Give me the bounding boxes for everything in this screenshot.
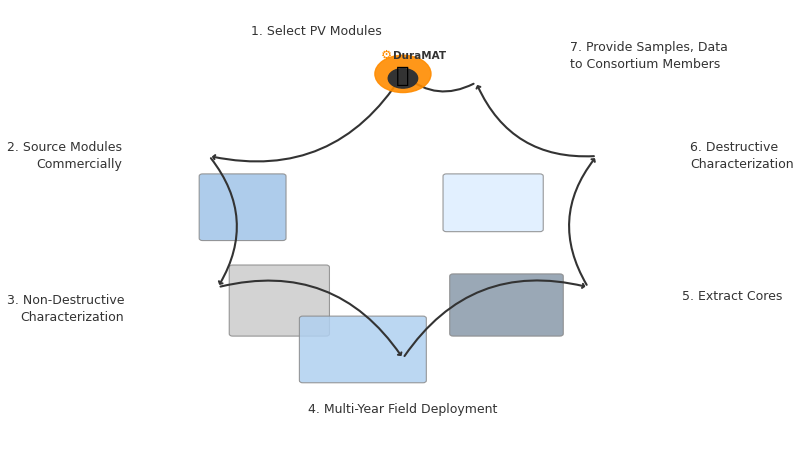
FancyBboxPatch shape: [230, 265, 330, 336]
FancyBboxPatch shape: [443, 174, 543, 232]
Text: 4. Multi-Year Field Deployment: 4. Multi-Year Field Deployment: [308, 403, 498, 416]
FancyBboxPatch shape: [199, 174, 286, 241]
FancyBboxPatch shape: [450, 274, 563, 336]
Text: 1. Select PV Modules: 1. Select PV Modules: [250, 25, 382, 38]
Text: 7. Provide Samples, Data
to Consortium Members: 7. Provide Samples, Data to Consortium M…: [570, 41, 727, 71]
FancyBboxPatch shape: [299, 316, 426, 383]
Text: 5. Extract Cores: 5. Extract Cores: [682, 290, 782, 302]
Text: 6. Destructive
Characterization: 6. Destructive Characterization: [690, 141, 794, 171]
Text: 3. Non-Destructive
Characterization: 3. Non-Destructive Characterization: [6, 294, 124, 324]
Text: 👥: 👥: [396, 66, 410, 86]
Circle shape: [388, 68, 418, 88]
Text: 2. Source Modules
Commercially: 2. Source Modules Commercially: [7, 141, 122, 171]
Text: ⚙: ⚙: [381, 50, 392, 63]
Circle shape: [375, 55, 431, 93]
Text: DuraMAT: DuraMAT: [393, 51, 446, 62]
